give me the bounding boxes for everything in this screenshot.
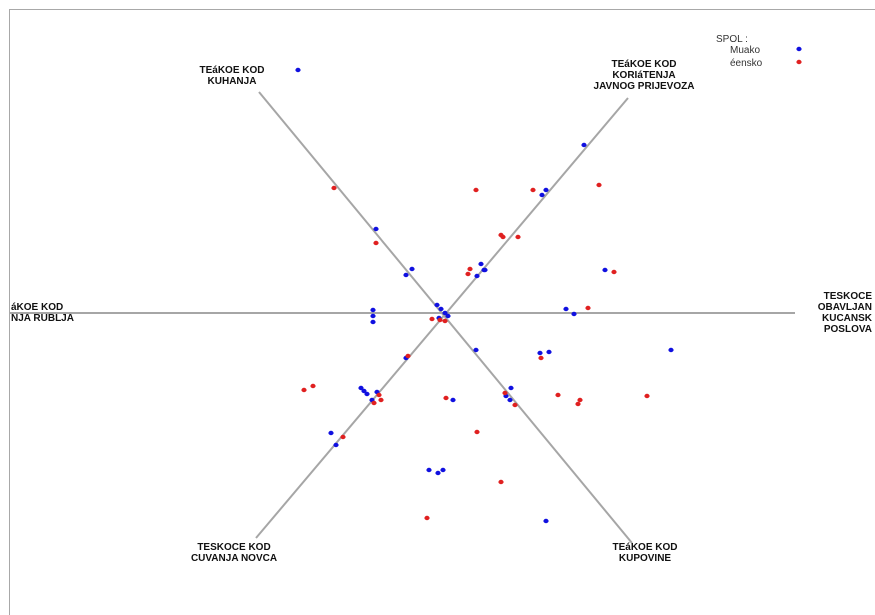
- data-point: [310, 383, 316, 389]
- data-point: [611, 269, 617, 275]
- data-point: [563, 306, 569, 312]
- axis-label-kupovina-line-2: KUPOVINE: [619, 553, 672, 564]
- data-point: [328, 430, 334, 436]
- data-point: [478, 261, 484, 267]
- data-point: [445, 313, 451, 319]
- data-point: [555, 392, 561, 398]
- data-point: [443, 395, 449, 401]
- data-point: [474, 273, 480, 279]
- data-point: [473, 347, 479, 353]
- axes-layer: [10, 91, 795, 544]
- data-point: [602, 267, 608, 273]
- data-point: [668, 347, 674, 353]
- data-point: [644, 393, 650, 399]
- data-point: [512, 402, 518, 408]
- data-point: [331, 185, 337, 191]
- data-point: [371, 400, 377, 406]
- data-point: [378, 397, 384, 403]
- data-point: [575, 401, 581, 407]
- data-point: [301, 387, 307, 393]
- data-point: [474, 429, 480, 435]
- axis-label-cuvanje_novca-line-1: TESKOCE KOD: [197, 542, 270, 553]
- axis-label-javni_prijevoz-line-3: JAVNOG PRIJEVOZA: [594, 81, 695, 92]
- data-point: [585, 305, 591, 311]
- data-point: [426, 467, 432, 473]
- axis-label-javni_prijevoz-line-2: KORIáTENJA: [612, 70, 675, 81]
- axis-line-kuhanja: [258, 91, 633, 544]
- axis-label-kucanski_poslovi-line-4: POSLOVA: [824, 324, 872, 335]
- axis-label-kuhanja-line-2: KUHANJA: [208, 76, 257, 87]
- data-point: [515, 234, 521, 240]
- axis-label-javni_prijevoz-line-1: TEáKOE KOD: [611, 59, 676, 70]
- data-point: [546, 349, 552, 355]
- series-zensko: [301, 182, 650, 521]
- data-point: [498, 479, 504, 485]
- data-point: [442, 318, 448, 324]
- data-point: [376, 392, 382, 398]
- data-point: [538, 355, 544, 361]
- data-point: [424, 515, 430, 521]
- data-point: [437, 317, 443, 323]
- data-point: [295, 67, 301, 73]
- data-point: [539, 192, 545, 198]
- data-point: [473, 187, 479, 193]
- data-point: [370, 313, 376, 319]
- data-point: [373, 226, 379, 232]
- data-point: [333, 442, 339, 448]
- data-point: [405, 353, 411, 359]
- data-point: [409, 266, 415, 272]
- legend-marker-zensko: [796, 59, 802, 65]
- data-point: [577, 397, 583, 403]
- data-point: [442, 310, 448, 316]
- legend-label-musko: Muako: [730, 45, 760, 56]
- axis-label-kuhanja-line-1: TEáKOE KOD: [199, 65, 264, 76]
- axis-line-javni_prijevoz: [255, 97, 629, 539]
- data-point: [530, 187, 536, 193]
- data-point: [482, 267, 488, 273]
- data-point: [361, 388, 367, 394]
- axis-label-kucanski_poslovi-line-3: KUCANSK: [822, 313, 873, 324]
- data-point: [440, 467, 446, 473]
- data-point: [537, 350, 543, 356]
- axis-label-kupovina-line-1: TEáKOE KOD: [612, 542, 677, 553]
- points-layer: [295, 67, 674, 524]
- legend-marker-musko: [796, 46, 802, 52]
- data-point: [571, 311, 577, 317]
- data-point: [438, 306, 444, 312]
- data-point: [370, 307, 376, 313]
- data-point: [465, 271, 471, 277]
- data-point: [543, 187, 549, 193]
- data-point: [502, 390, 508, 396]
- legend: SPOL : Muako éensko: [716, 34, 802, 69]
- data-point: [435, 470, 441, 476]
- data-point: [403, 272, 409, 278]
- data-point: [581, 142, 587, 148]
- legend-title: SPOL :: [716, 34, 748, 45]
- data-point: [596, 182, 602, 188]
- data-point: [364, 391, 370, 397]
- axis-label-pranje_rublja-line-1: áKOE KOD: [11, 302, 63, 313]
- series-musko: [295, 67, 674, 524]
- axis-label-pranje_rublja-line-2: NJA RUBLJA: [11, 313, 74, 324]
- data-point: [507, 397, 513, 403]
- axis-label-kucanski_poslovi-line-1: TESKOCE: [824, 291, 873, 302]
- data-point: [429, 316, 435, 322]
- legend-label-zensko: éensko: [730, 58, 763, 69]
- data-point: [450, 397, 456, 403]
- data-point: [500, 234, 506, 240]
- data-point: [358, 385, 364, 391]
- axis-label-kucanski_poslovi-line-2: OBAVLJAN: [818, 302, 872, 313]
- data-point: [543, 518, 549, 524]
- data-point: [508, 385, 514, 391]
- data-point: [370, 319, 376, 325]
- data-point: [373, 240, 379, 246]
- data-point: [434, 302, 440, 308]
- data-point: [340, 434, 346, 440]
- data-point: [467, 266, 473, 272]
- axis-label-cuvanje_novca-line-2: CUVANJA NOVCA: [191, 553, 277, 564]
